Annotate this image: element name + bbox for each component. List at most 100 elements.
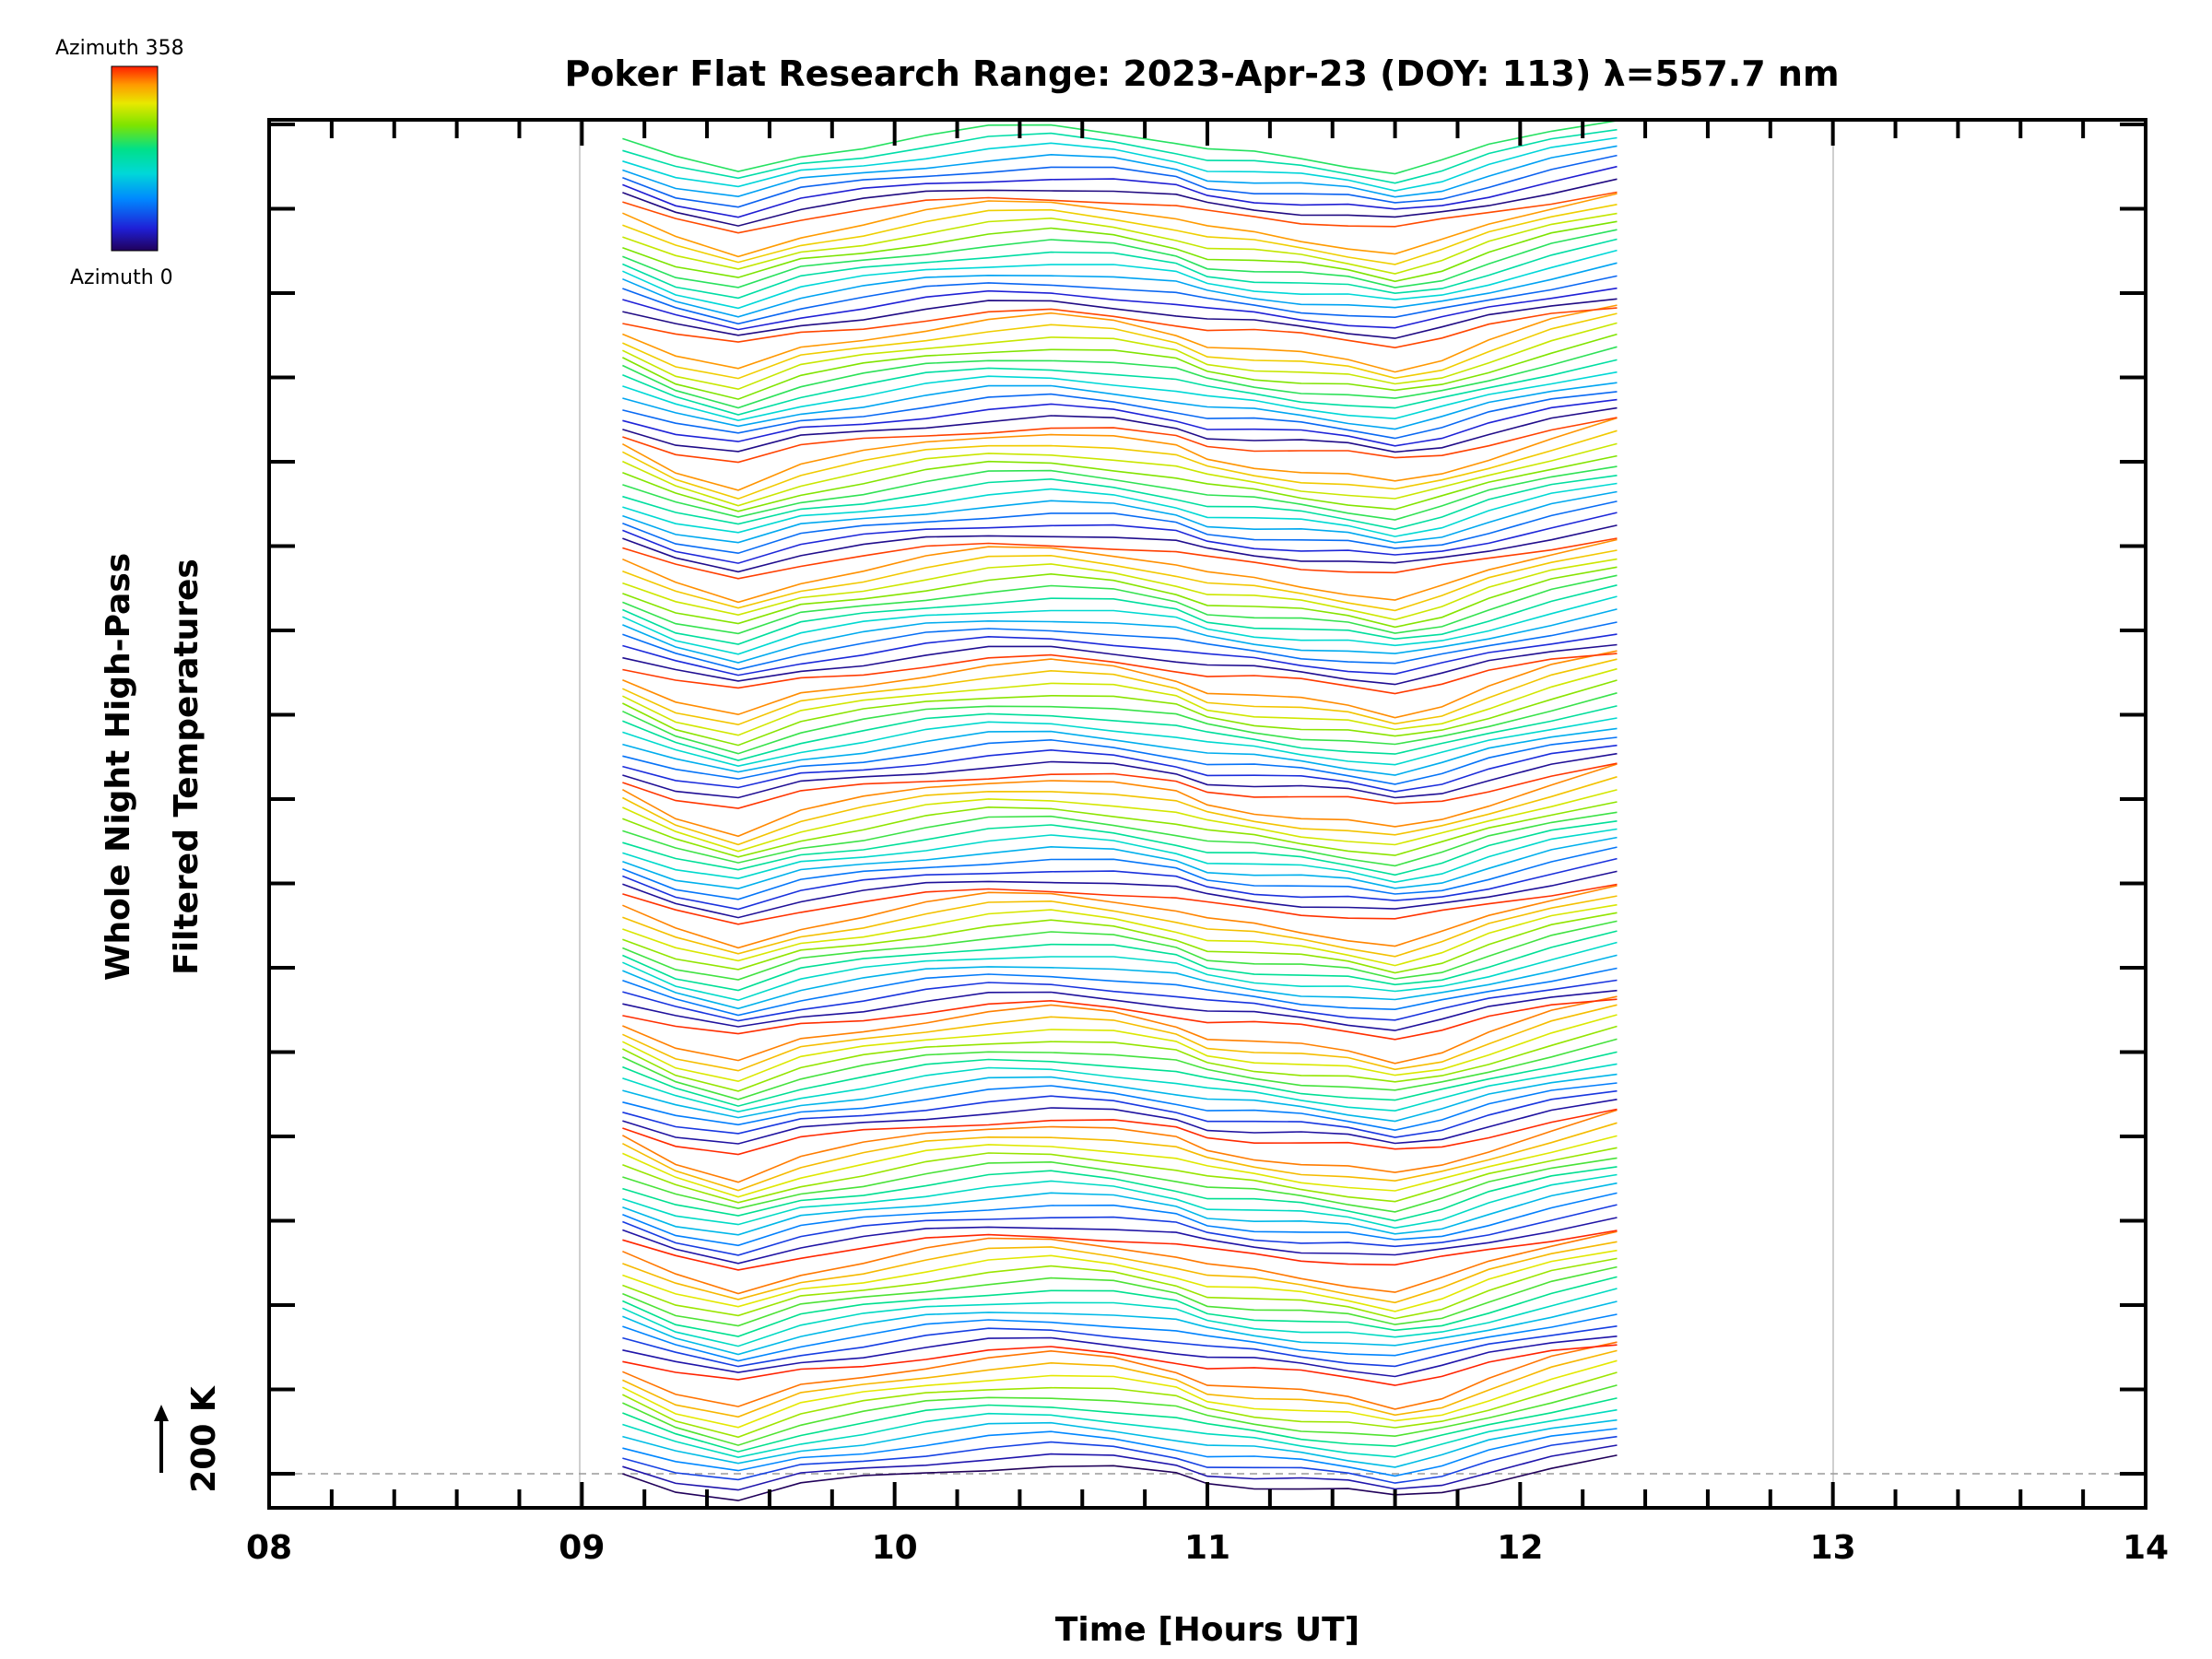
trace-70 (622, 776, 1618, 846)
trace-25 (622, 1217, 1618, 1265)
trace-120 (622, 307, 1618, 349)
trace-130 (622, 204, 1618, 265)
scale-arrow-head (154, 1405, 169, 1421)
y-axis-label-line1: Whole Night High-Pass (100, 553, 137, 981)
trace-66 (622, 820, 1618, 877)
trace-8 (622, 1371, 1618, 1439)
trace-137 (622, 136, 1618, 192)
trace-95 (622, 538, 1618, 604)
trace-49 (622, 989, 1618, 1031)
trace-61 (622, 870, 1618, 919)
trace-20 (622, 1257, 1618, 1320)
trace-83 (622, 650, 1618, 719)
trace-93 (622, 558, 1618, 621)
x-tick-labels: 08 09 10 11 12 13 14 (246, 1529, 2169, 1567)
trace-116 (622, 333, 1618, 400)
trace-69 (622, 789, 1618, 853)
trace-90 (622, 584, 1618, 645)
trace-6 (622, 1397, 1618, 1453)
trace-3 (622, 1428, 1618, 1477)
x-tick-label-08: 08 (246, 1529, 292, 1567)
trace-135 (622, 154, 1618, 208)
x-tick-label-13: 13 (1810, 1529, 1856, 1567)
trace-118 (622, 312, 1618, 380)
x-tick-label-11: 11 (1184, 1529, 1230, 1567)
x-tick-label-12: 12 (1497, 1529, 1543, 1567)
trace-16 (622, 1300, 1618, 1356)
trace-10 (622, 1349, 1618, 1418)
trace-122 (622, 287, 1618, 331)
trace-11 (622, 1341, 1618, 1410)
trace-107 (622, 417, 1618, 491)
trace-34 (622, 1122, 1618, 1192)
trace-9 (622, 1359, 1618, 1429)
trace-117 (622, 322, 1618, 391)
trace-125 (622, 249, 1618, 310)
trace-97 (622, 524, 1618, 573)
trace-91 (622, 574, 1618, 635)
trace-38 (622, 1089, 1618, 1138)
temperature-traces (622, 120, 1618, 1501)
trace-92 (622, 566, 1618, 629)
trace-37 (622, 1099, 1618, 1145)
trace-50 (622, 979, 1618, 1022)
trace-44 (622, 1025, 1618, 1092)
trace-111 (622, 391, 1618, 440)
trace-2 (622, 1435, 1618, 1484)
trace-75 (622, 736, 1618, 785)
trace-19 (622, 1265, 1618, 1327)
trace-121 (622, 298, 1618, 339)
trace-102 (622, 475, 1618, 530)
trace-112 (622, 382, 1618, 430)
trace-113 (622, 371, 1618, 422)
axis-ticks (267, 120, 2147, 1508)
trace-45 (622, 1014, 1618, 1083)
trace-41 (622, 1063, 1618, 1113)
trace-64 (622, 836, 1618, 890)
trace-21 (622, 1249, 1618, 1312)
colorbar (111, 65, 159, 252)
x-tick-label-09: 09 (559, 1529, 605, 1567)
trace-29 (622, 1173, 1618, 1230)
trace-4 (622, 1418, 1618, 1468)
trace-26 (622, 1204, 1618, 1256)
trace-136 (622, 145, 1618, 198)
trace-100 (622, 490, 1618, 544)
trace-60 (622, 883, 1618, 925)
trace-36 (622, 1108, 1618, 1156)
trace-79 (622, 692, 1618, 755)
x-tick-label-14: 14 (2123, 1529, 2169, 1567)
trace-47 (622, 995, 1618, 1065)
trace-88 (622, 608, 1618, 664)
trace-14 (622, 1325, 1618, 1368)
trace-115 (622, 346, 1618, 409)
trace-57 (622, 903, 1618, 967)
trace-109 (622, 406, 1618, 453)
trace-73 (622, 752, 1618, 799)
y-axis-label-line2: Filtered Temperatures (168, 559, 206, 975)
trace-80 (622, 679, 1618, 747)
trace-84 (622, 653, 1618, 695)
trace-131 (622, 193, 1618, 258)
trace-42 (622, 1051, 1618, 1107)
trace-103 (622, 465, 1618, 521)
trace-46 (622, 1004, 1618, 1072)
trace-52 (622, 954, 1618, 1010)
plot-frame (267, 118, 2147, 1510)
trace-99 (622, 500, 1618, 555)
trace-110 (622, 398, 1618, 447)
colorbar-top-label: Azimuth 358 (55, 37, 184, 60)
trace-63 (622, 846, 1618, 900)
trace-65 (622, 828, 1618, 884)
trace-51 (622, 967, 1618, 1017)
x-axis-label: Time [Hours UT] (1055, 1611, 1359, 1649)
trace-48 (622, 998, 1618, 1041)
trace-108 (622, 417, 1618, 464)
trace-13 (622, 1335, 1618, 1378)
trace-55 (622, 920, 1618, 981)
trace-53 (622, 941, 1618, 1002)
trace-96 (622, 537, 1618, 580)
scale-label: 200 K (185, 1385, 223, 1493)
trace-23 (622, 1230, 1618, 1295)
trace-39 (622, 1082, 1618, 1132)
